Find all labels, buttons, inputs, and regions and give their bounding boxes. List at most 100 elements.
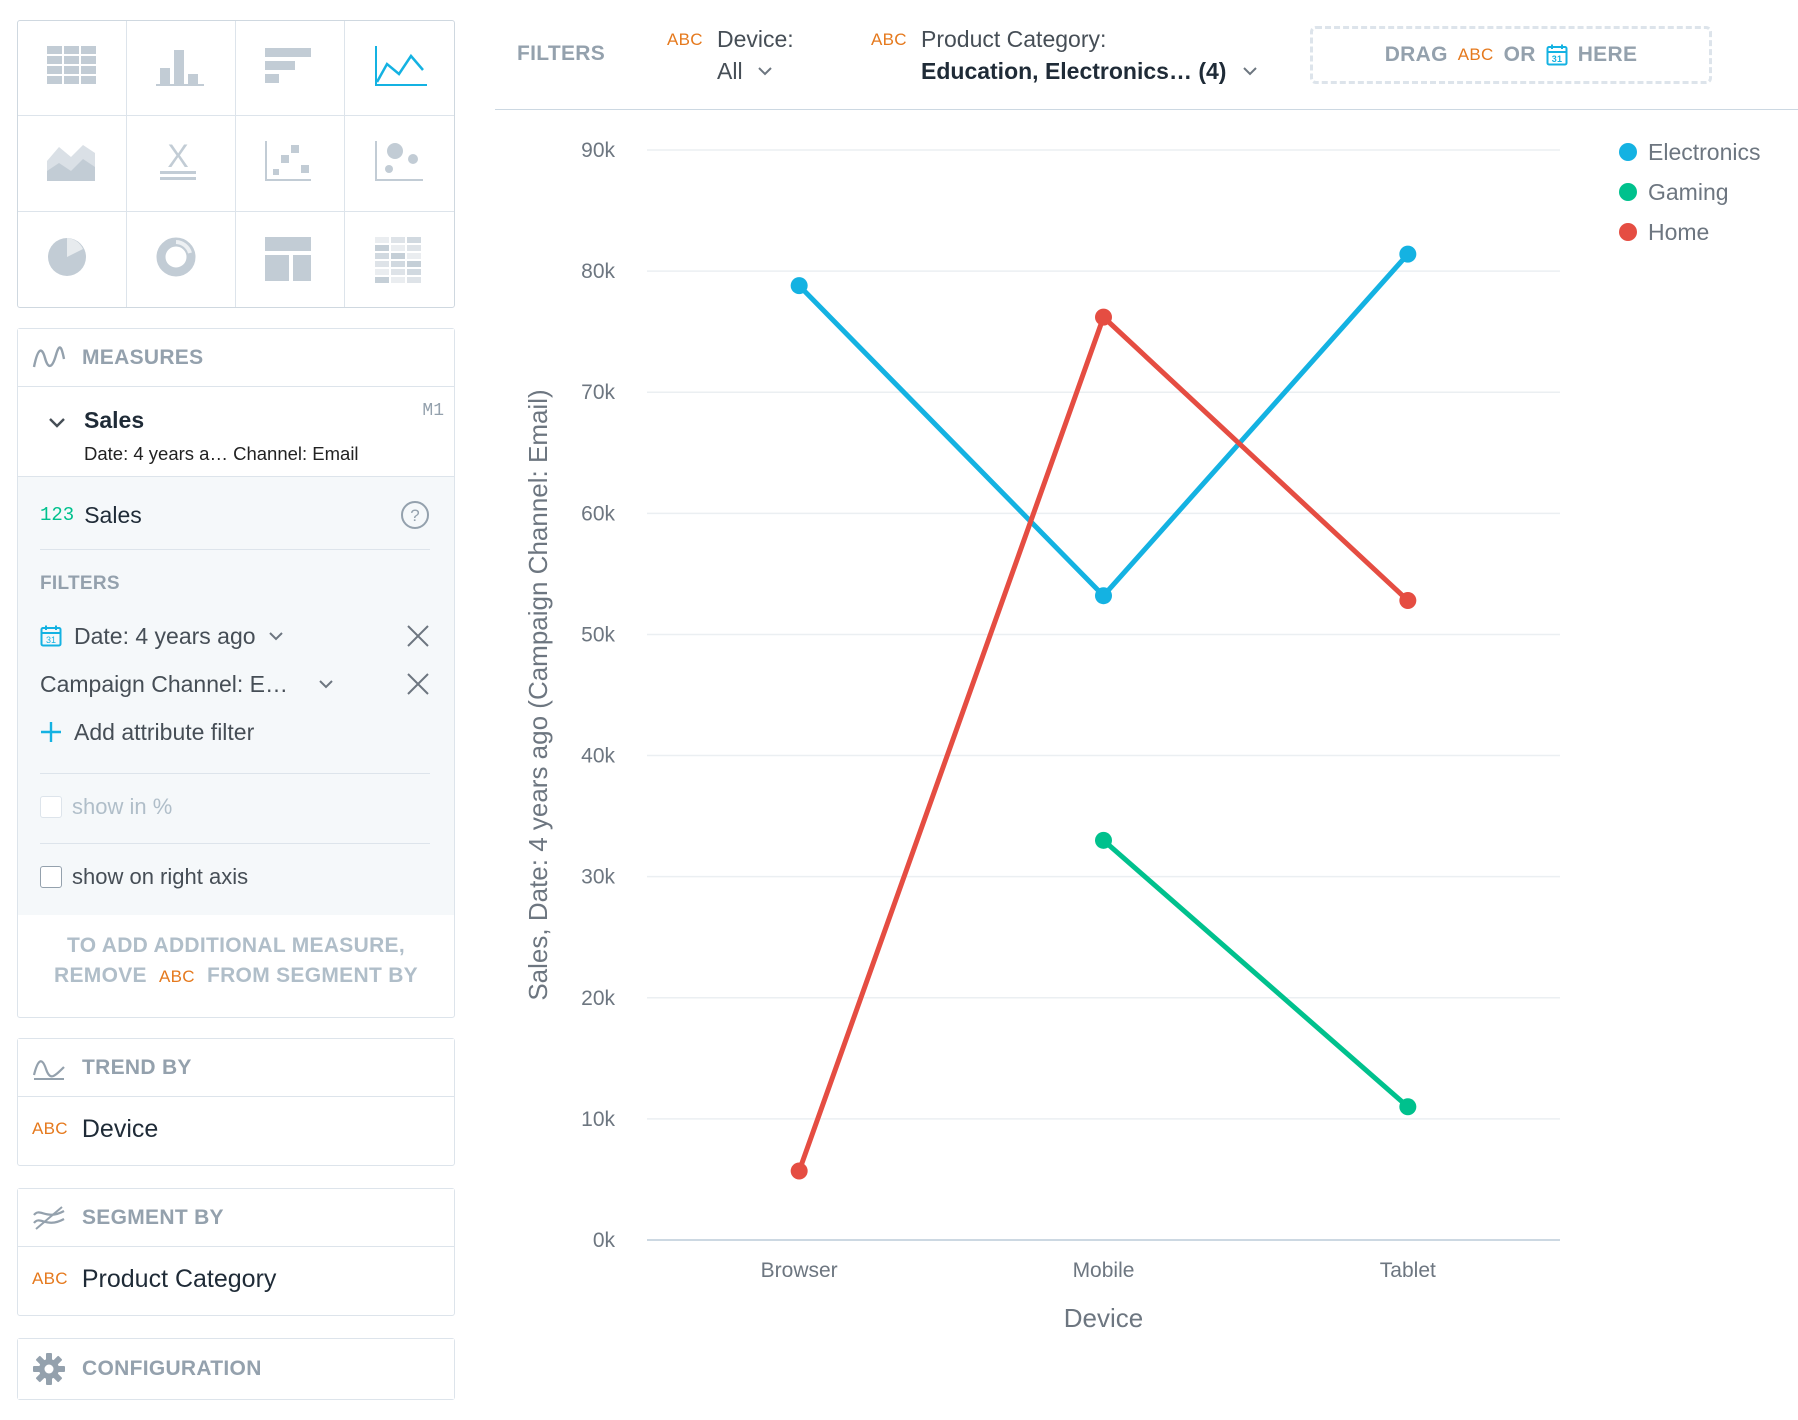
viz-type-donut[interactable] (127, 211, 236, 307)
y-tick-label: 20k (581, 987, 615, 1010)
svg-text:?: ? (410, 506, 419, 525)
x-tick-label: Browser (761, 1259, 838, 1282)
filter-drop-zone[interactable]: DRAG ABC OR 31 HERE (1310, 26, 1712, 84)
measures-panel: MEASURES Sales Date: 4 years a… Channel:… (17, 328, 455, 1018)
trend-by-panel: TREND BY ABC Device (17, 1038, 455, 1166)
divider (40, 549, 430, 550)
data-point (1095, 587, 1112, 605)
filter-product-category-title: Product Category: (921, 26, 1107, 52)
y-tick-label: 70k (581, 381, 615, 404)
x-tick-label: Mobile (1073, 1259, 1135, 1282)
viz-type-area[interactable] (18, 116, 127, 212)
divider (40, 773, 430, 774)
viz-type-heatmap[interactable] (345, 212, 454, 307)
measure-filter-campaign-channel[interactable]: Campaign Channel: E… (40, 665, 430, 703)
data-point (1399, 592, 1417, 610)
chevron-down-icon[interactable] (757, 66, 773, 76)
chevron-down-icon[interactable] (1242, 66, 1258, 76)
filter-device-value: All (717, 58, 743, 84)
viz-type-pie[interactable] (18, 211, 127, 307)
configuration-panel[interactable]: CONFIGURATION (17, 1338, 455, 1400)
chevron-down-icon[interactable] (318, 679, 334, 689)
segment-by-icon (33, 1205, 65, 1230)
show-in-percent-option: show in % (40, 785, 430, 829)
show-on-right-axis-option[interactable]: show on right axis (40, 855, 430, 899)
divider (40, 843, 430, 844)
note-remove-text: REMOVE (54, 964, 147, 987)
svg-text:31: 31 (46, 635, 56, 645)
bar-chart-icon (265, 48, 311, 84)
chevron-down-icon[interactable] (48, 417, 66, 429)
y-tick-label: 90k (581, 139, 615, 162)
segment-by-panel: SEGMENT BY ABC Product Category (17, 1188, 455, 1316)
show-in-percent-checkbox (40, 796, 62, 818)
configuration-header[interactable]: CONFIGURATION (18, 1339, 454, 1399)
viz-type-column[interactable] (127, 21, 236, 117)
data-point (1399, 245, 1417, 263)
y-axis-title: Sales, Date: 4 years ago (Campaign Chann… (523, 389, 553, 1000)
close-icon[interactable] (406, 624, 430, 648)
filter-bar-label: FILTERS (517, 42, 606, 65)
chevron-down-icon[interactable] (268, 631, 284, 641)
legend-item-gaming: Gaming (1619, 179, 1729, 205)
close-icon[interactable] (406, 672, 430, 696)
trend-by-item-device[interactable]: ABC Device (18, 1097, 454, 1161)
viz-type-bubble[interactable] (345, 116, 454, 212)
add-attribute-filter-button[interactable]: Add attribute filter (40, 713, 430, 751)
attribute-badge: ABC (1457, 45, 1494, 64)
line-chart: 0k 10k 20k 30k 40k 50k 60k 70k 80k 90k Browser Mobi… (523, 139, 1760, 1333)
viz-type-line[interactable] (345, 21, 454, 117)
column-chart-icon (156, 50, 204, 87)
data-point (790, 277, 808, 295)
measure-detail: 123 Sales ? FILTERS 31 Date: 4 years ago… (18, 477, 454, 915)
show-on-right-axis-label: show on right axis (72, 864, 249, 889)
legend-item-home: Home (1619, 219, 1709, 245)
area-chart-icon (47, 145, 95, 182)
filter-campaign-channel-label: Campaign Channel: E… (40, 670, 289, 697)
segment-by-item-product-category[interactable]: ABC Product Category (18, 1247, 454, 1311)
viz-type-bar[interactable] (236, 21, 345, 117)
help-icon[interactable]: ? (400, 500, 430, 530)
y-tick-label: 60k (581, 502, 615, 525)
pie-chart-icon (48, 238, 86, 277)
x-tick-label: Tablet (1380, 1259, 1436, 1282)
legend-marker (1619, 143, 1637, 161)
svg-text:31: 31 (1551, 54, 1562, 64)
attribute-badge: ABC (667, 30, 703, 49)
measure-item-sales[interactable]: Sales Date: 4 years a… Channel: Email M1 (18, 387, 454, 477)
series-electronics (790, 245, 1417, 605)
legend-marker (1619, 183, 1637, 201)
filter-product-category-value: Education, Electronics… (4) (921, 58, 1227, 84)
table-icon (47, 46, 96, 85)
gear-icon (33, 1353, 65, 1385)
note-from-segment-text: FROM SEGMENT BY (206, 964, 418, 987)
viz-type-headline[interactable]: X (127, 116, 236, 212)
note-line-2: REMOVE ABC FROM SEGMENT BY (18, 961, 454, 992)
donut-chart-icon (156, 237, 196, 277)
segment-by-header: SEGMENT BY (18, 1189, 454, 1247)
heatmap-icon (374, 237, 421, 284)
viz-type-scatter[interactable] (236, 116, 345, 212)
attribute-badge: ABC (871, 30, 907, 49)
series-line (1101, 838, 1410, 1109)
measure-name: Sales (84, 407, 145, 433)
series-home (790, 308, 1417, 1180)
measure-metric-name: Sales (84, 501, 142, 528)
measure-filter-date[interactable]: 31 Date: 4 years ago (40, 617, 430, 655)
filter-device-title: Device: (717, 26, 794, 52)
add-measure-note: TO ADD ADDITIONAL MEASURE, REMOVE ABC FR… (18, 915, 454, 1013)
viz-type-treemap[interactable] (236, 211, 345, 307)
show-on-right-axis-checkbox[interactable] (40, 866, 62, 888)
attribute-badge: ABC (158, 967, 195, 986)
y-tick-label: 30k (581, 866, 615, 889)
line-chart-icon (374, 46, 427, 87)
measure-filters-label: FILTERS (40, 573, 120, 594)
or-text: OR (1503, 43, 1536, 66)
trend-by-header: TREND BY (18, 1039, 454, 1097)
calendar-icon: 31 (1546, 44, 1568, 66)
legend-item-electronics: Electronics (1619, 139, 1760, 165)
calendar-icon: 31 (40, 625, 62, 647)
viz-type-table[interactable] (18, 21, 127, 117)
x-axis-title: Device (1064, 1303, 1143, 1333)
here-text: HERE (1577, 43, 1638, 66)
